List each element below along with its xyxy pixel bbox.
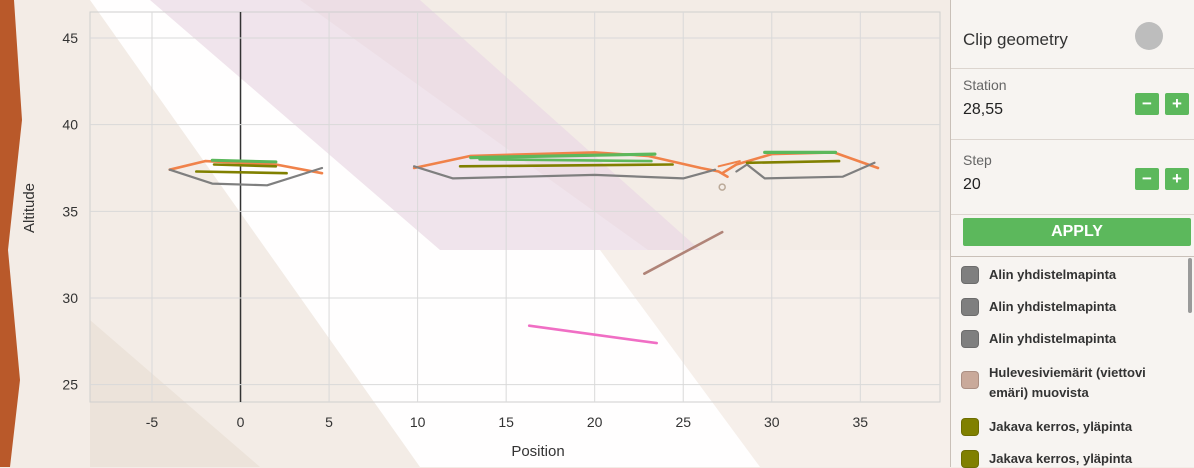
step-input[interactable]: 20 <box>963 176 981 193</box>
series-line <box>469 152 657 160</box>
x-tick-label: 25 <box>675 414 691 430</box>
station-field: Station 28,55 − + <box>951 69 1194 140</box>
y-tick-label: 25 <box>62 377 78 393</box>
y-tick-label: 35 <box>62 203 78 219</box>
legend-item[interactable]: Jakava kerros, yläpinta <box>961 449 1169 468</box>
apply-button[interactable]: APPLY <box>963 218 1191 246</box>
x-tick-label: 20 <box>587 414 603 430</box>
legend-swatch <box>961 371 979 389</box>
series-line <box>478 158 653 163</box>
legend-swatch <box>961 298 979 316</box>
series-line <box>735 161 876 180</box>
clip-geometry-label: Clip geometry <box>963 30 1068 49</box>
station-marker <box>718 183 726 191</box>
series-line <box>717 160 741 168</box>
series-line <box>642 230 724 276</box>
chart-series <box>168 150 880 345</box>
legend-label: Jakava kerros, yläpinta <box>989 419 1133 434</box>
x-tick-label: 30 <box>764 414 780 430</box>
legend-item[interactable]: Hulevesiviemärit (viettovi emäri) muovis… <box>961 363 1169 403</box>
legend-swatch <box>961 450 979 468</box>
clip-geometry-toggle[interactable] <box>1135 22 1163 50</box>
layer-legend: Alin yhdistelmapinta Alin yhdistelmapint… <box>951 256 1194 468</box>
series-line <box>458 163 674 168</box>
series-line <box>720 151 880 175</box>
clip-geometry-row: Clip geometry <box>951 0 1194 69</box>
step-increment-button[interactable]: + <box>1165 168 1189 190</box>
station-label: Station <box>963 77 1007 93</box>
x-axis-label: Position <box>511 443 564 460</box>
station-increment-button[interactable]: + <box>1165 93 1189 115</box>
x-tick-label: 5 <box>325 414 333 430</box>
series-line <box>210 158 278 164</box>
series-line <box>168 159 324 175</box>
legend-label: Hulevesiviemärit (viettovi emäri) muovis… <box>989 365 1146 400</box>
series-line <box>745 159 841 165</box>
profile-panel: Clip geometry Station 28,55 − + Step 20 … <box>950 0 1194 468</box>
y-tick-label: 30 <box>62 290 78 306</box>
series-line <box>168 166 324 187</box>
chart-grid <box>89 11 941 403</box>
chart-axes: -5 0 5 10 15 20 25 30 35 25 30 35 40 45 <box>62 30 868 430</box>
y-tick-label: 45 <box>62 30 78 46</box>
series-line <box>413 165 717 180</box>
legend-label: Alin yhdistelmapinta <box>989 267 1117 282</box>
legend-item[interactable]: Alin yhdistelmapinta <box>961 265 1169 285</box>
legend-item[interactable]: Alin yhdistelmapinta <box>961 297 1169 317</box>
legend-item[interactable]: Alin yhdistelmapinta <box>961 329 1169 349</box>
series-line <box>527 324 659 345</box>
legend-swatch <box>961 418 979 436</box>
legend-label: Alin yhdistelmapinta <box>989 331 1117 346</box>
station-input[interactable]: 28,55 <box>963 101 1004 118</box>
x-tick-label: -5 <box>146 414 159 430</box>
station-decrement-button[interactable]: − <box>1135 93 1159 115</box>
x-tick-label: 15 <box>498 414 514 430</box>
legend-item[interactable]: Jakava kerros, yläpinta <box>961 417 1169 437</box>
y-axis-label: Altitude <box>21 183 38 233</box>
legend-swatch <box>961 330 979 348</box>
step-decrement-button[interactable]: − <box>1135 168 1159 190</box>
series-line <box>412 151 729 178</box>
legend-label: Alin yhdistelmapinta <box>989 299 1117 314</box>
x-tick-label: 0 <box>237 414 245 430</box>
step-field: Step 20 − + <box>951 144 1194 215</box>
x-tick-label: 10 <box>410 414 426 430</box>
legend-scrollbar[interactable] <box>1188 258 1192 313</box>
y-tick-label: 40 <box>62 117 78 133</box>
series-line <box>212 163 278 168</box>
x-tick-label: 35 <box>853 414 869 430</box>
legend-label: Jakava kerros, yläpinta <box>989 451 1133 466</box>
altitude-chart[interactable]: -5 0 5 10 15 20 25 30 35 25 30 35 40 45 Position Alti… <box>0 0 950 467</box>
plot-area-frame <box>89 11 941 403</box>
legend-swatch <box>961 266 979 284</box>
step-label: Step <box>963 152 992 168</box>
series-line <box>195 170 288 175</box>
